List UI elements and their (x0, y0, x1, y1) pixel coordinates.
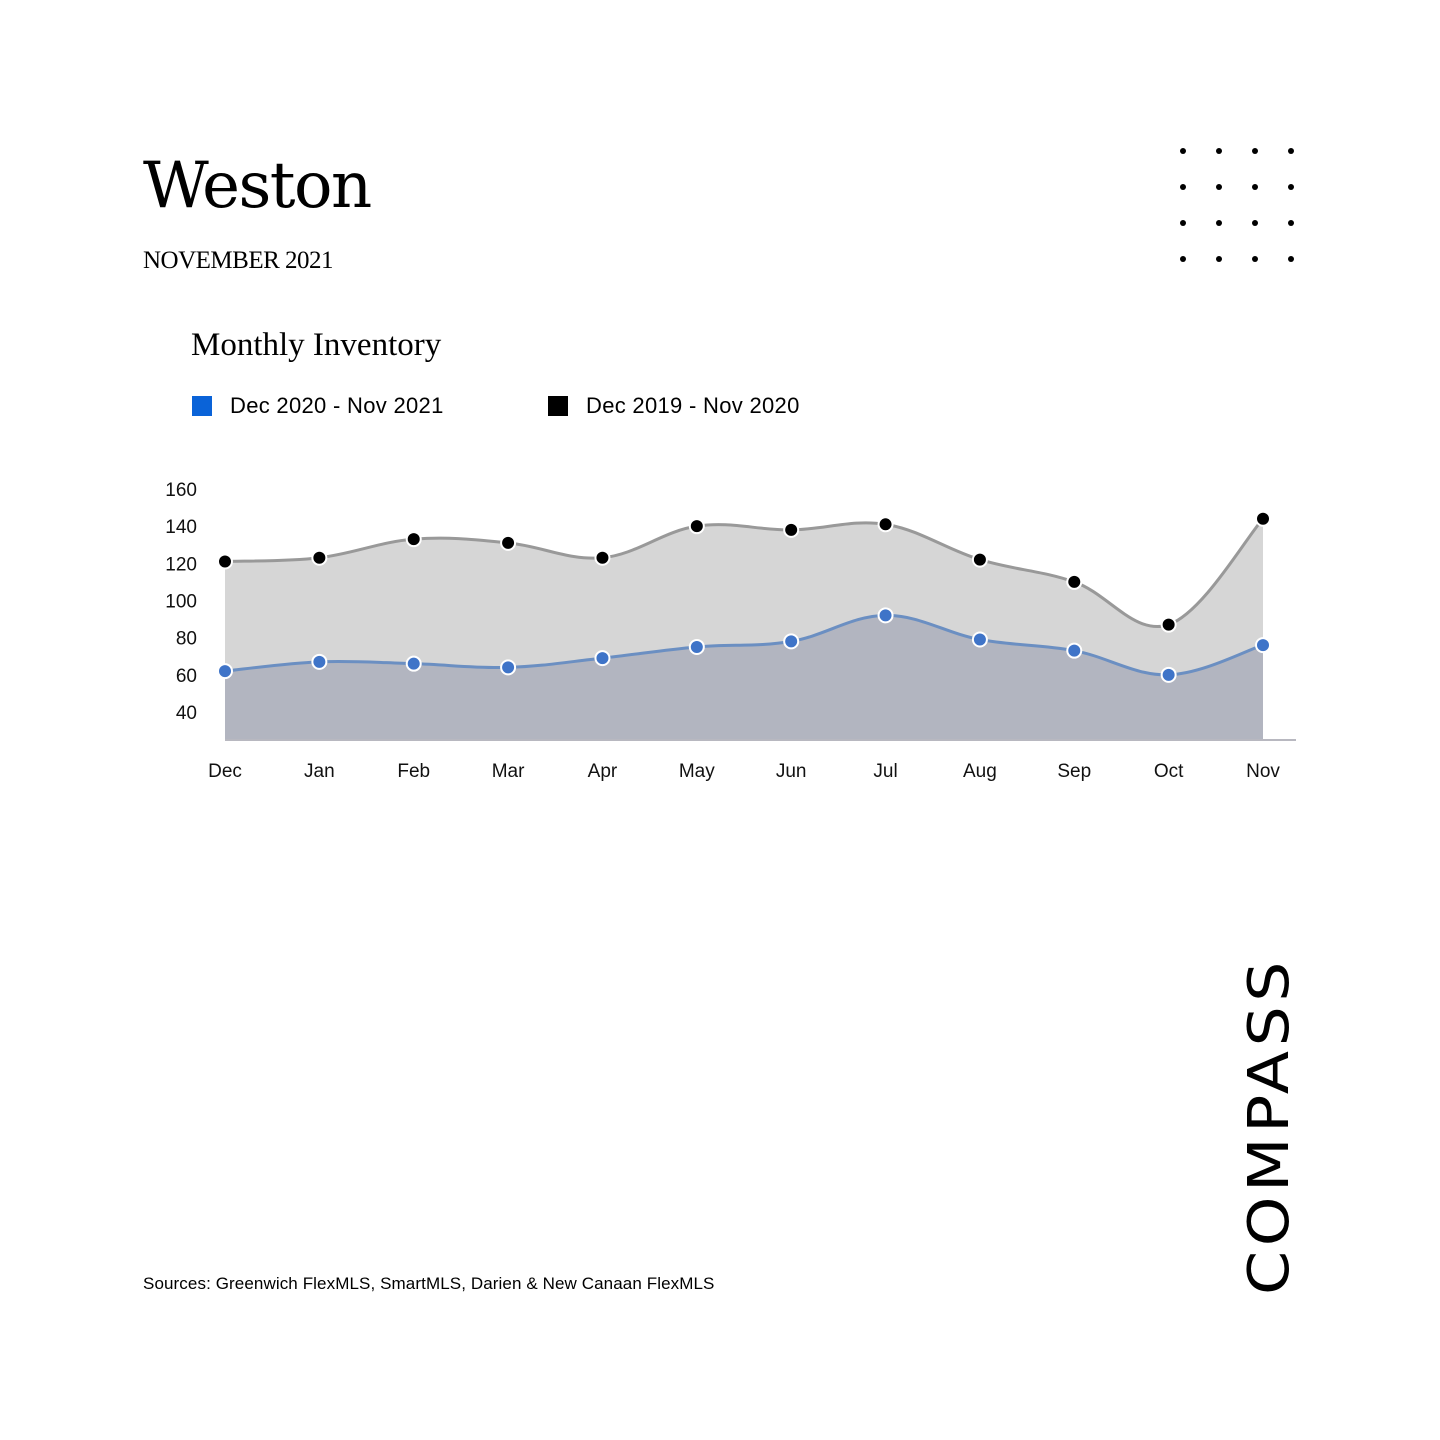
point-current-year (594, 650, 611, 667)
grid-dot (1252, 256, 1258, 262)
point-previous-year (311, 549, 328, 566)
legend-swatch-current (192, 396, 212, 416)
inventory-area-chart: 40 60 80 100 120 140 160 Dec Jan Feb Mar Apr May Jun J… (165, 480, 1296, 782)
grid-dot (1252, 184, 1258, 190)
y-tick-label: 60 (176, 666, 197, 687)
y-tick-label: 160 (165, 480, 197, 501)
grid-dot (1180, 184, 1186, 190)
grid-dot (1288, 148, 1294, 154)
x-tick-label: Sep (1057, 761, 1091, 782)
legend-swatch-previous (548, 396, 568, 416)
point-previous-year (971, 551, 988, 568)
point-previous-year (783, 521, 800, 538)
y-tick-label: 140 (165, 517, 197, 538)
point-current-year (971, 631, 988, 648)
point-previous-year (217, 553, 233, 570)
point-previous-year (1066, 573, 1083, 590)
point-current-year (500, 659, 517, 676)
grid-dot (1216, 148, 1222, 154)
grid-dot (1216, 184, 1222, 190)
x-tick-label: Jan (304, 761, 335, 782)
point-current-year (1066, 642, 1083, 659)
point-previous-year (877, 516, 894, 533)
dot-grid-decoration (1180, 148, 1294, 262)
y-tick-label: 120 (165, 554, 197, 575)
point-previous-year (1255, 510, 1271, 527)
legend-item-previous: Dec 2019 - Nov 2020 (548, 390, 800, 422)
x-tick-label: Dec (208, 761, 242, 782)
point-current-year (783, 633, 800, 650)
area-current-year (225, 615, 1263, 740)
x-tick-label: Jun (776, 761, 807, 782)
y-tick-label: 80 (176, 629, 197, 650)
grid-dot (1180, 148, 1186, 154)
grid-dot (1288, 256, 1294, 262)
grid-dot (1288, 184, 1294, 190)
x-tick-label: Aug (963, 761, 997, 782)
compass-logo-text: COMPASS (1237, 957, 1296, 1295)
x-tick-label: Mar (492, 761, 525, 782)
legend-item-current: Dec 2020 - Nov 2021 (192, 390, 444, 422)
x-tick-label: Feb (397, 761, 430, 782)
chart-areas (225, 518, 1263, 740)
point-current-year (311, 653, 328, 670)
point-current-year (217, 663, 233, 680)
point-previous-year (594, 549, 611, 566)
chart-title: Monthly Inventory (191, 327, 442, 363)
x-tick-label: Nov (1246, 761, 1280, 782)
x-tick-label: Apr (588, 761, 618, 782)
y-tick-label: 100 (165, 592, 197, 613)
legend-label-previous: Dec 2019 - Nov 2020 (586, 393, 800, 418)
grid-dot (1252, 220, 1258, 226)
grid-dot (1216, 220, 1222, 226)
grid-dot (1252, 148, 1258, 154)
x-tick-label: Jul (873, 761, 897, 782)
point-current-year (688, 638, 705, 655)
y-tick-label: 40 (176, 703, 197, 724)
sources-note: Sources: Greenwich FlexMLS, SmartMLS, Da… (143, 1274, 715, 1293)
grid-dot (1180, 220, 1186, 226)
point-current-year (877, 607, 894, 624)
grid-dot (1180, 256, 1186, 262)
point-previous-year (500, 534, 517, 551)
point-previous-year (688, 518, 705, 535)
x-tick-label: May (679, 761, 715, 782)
chart-points (217, 510, 1271, 683)
point-current-year (1255, 637, 1271, 654)
chart-legend: Dec 2020 - Nov 2021 Dec 2019 - Nov 2020 (192, 390, 892, 422)
grid-dot (1288, 220, 1294, 226)
legend-label-current: Dec 2020 - Nov 2021 (230, 393, 444, 418)
point-previous-year (405, 531, 422, 548)
compass-logo-mark: COMPASS (1237, 957, 1302, 1295)
point-current-year (405, 655, 422, 672)
point-previous-year (1160, 616, 1177, 633)
page-title: Weston (143, 149, 372, 223)
grid-dot (1216, 256, 1222, 262)
x-tick-label: Oct (1154, 761, 1184, 782)
report-date: NOVEMBER 2021 (143, 247, 334, 274)
compass-logo: COMPASS (1236, 950, 1302, 1300)
compass-logo-wordmark: COMPASS (1237, 957, 1302, 1295)
point-current-year (1160, 666, 1177, 683)
